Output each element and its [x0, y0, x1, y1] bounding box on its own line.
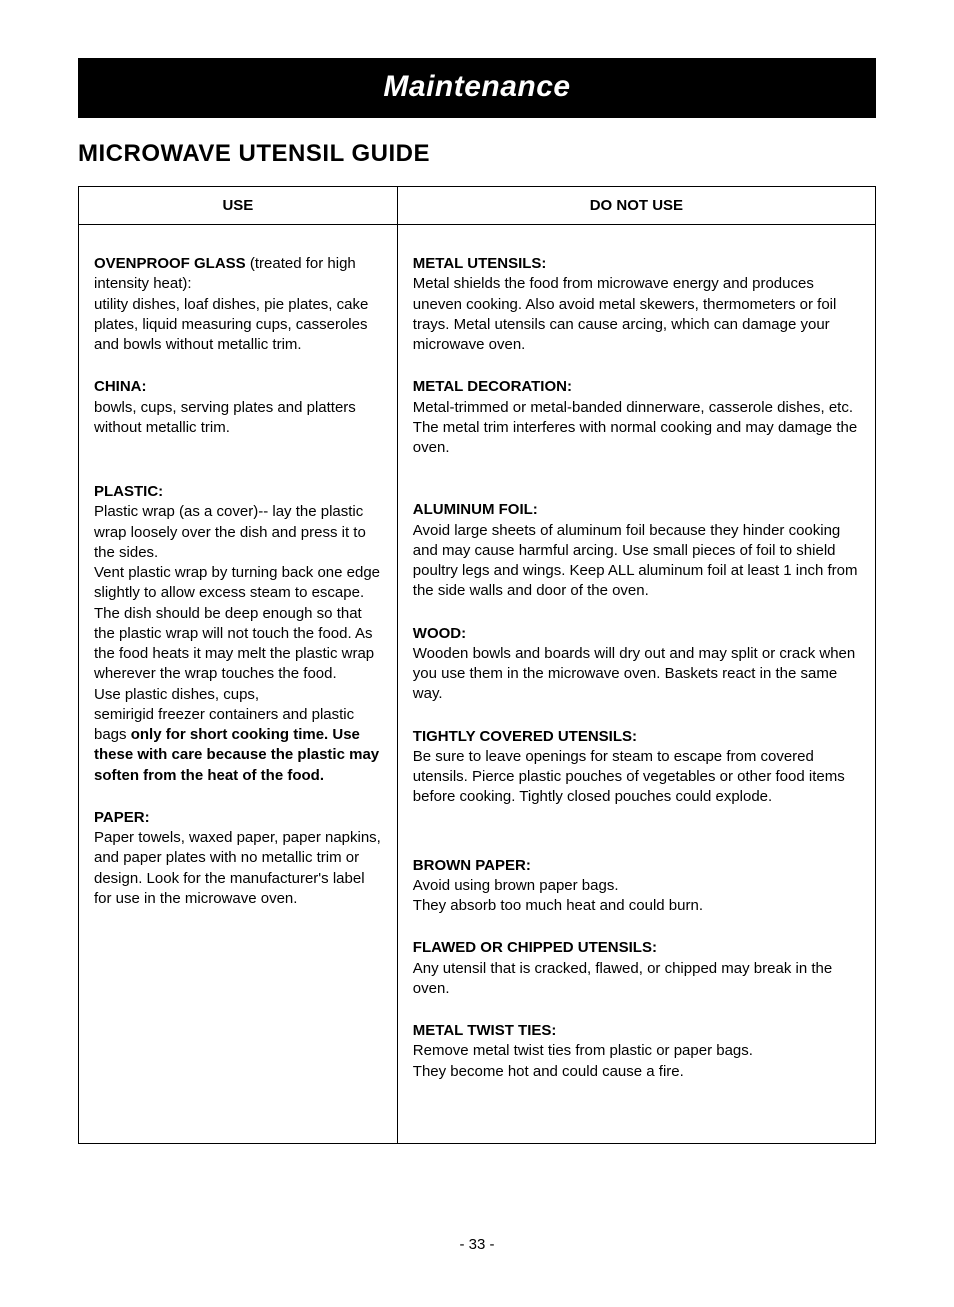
donot-metal-utensils-body: Metal shields the food from microwave en…	[413, 275, 837, 353]
donot-brown-paper: BROWN PAPER: Avoid using brown paper bag…	[413, 856, 860, 917]
banner-title: Maintenance	[78, 58, 876, 118]
donot-twist-ties-header: METAL TWIST TIES:	[413, 1022, 557, 1039]
column-header-use: USE	[79, 187, 398, 225]
use-ovenproof-glass-header: OVENPROOF GLASS	[94, 255, 246, 272]
donot-tightly-covered: TIGHTLY COVERED UTENSILS: Be sure to lea…	[413, 727, 860, 808]
donot-metal-decoration-body: Metal-trimmed or metal-banded dinnerware…	[413, 399, 857, 457]
donot-flawed: FLAWED OR CHIPPED UTENSILS: Any utensil …	[413, 938, 860, 999]
page-number: - 33 -	[0, 1236, 954, 1253]
use-plastic-header: PLASTIC:	[94, 483, 163, 500]
section-title: MICROWAVE UTENSIL GUIDE	[78, 140, 876, 168]
use-plastic: PLASTIC: Plastic wrap (as a cover)-- lay…	[94, 482, 382, 786]
donot-aluminum-foil-body: Avoid large sheets of aluminum foil beca…	[413, 522, 858, 600]
utensil-guide-table: USE DO NOT USE OVENPROOF GLASS (treated …	[78, 186, 876, 1144]
use-paper-body: Paper towels, waxed paper, paper napkins…	[94, 829, 381, 907]
donot-wood-body: Wooden bowls and boards will dry out and…	[413, 645, 855, 703]
page: Maintenance MICROWAVE UTENSIL GUIDE USE …	[0, 0, 954, 1307]
column-header-donot: DO NOT USE	[397, 187, 875, 225]
use-plastic-line2: Vent plastic wrap by turning back one ed…	[94, 564, 380, 682]
donot-brown-paper-line2: They absorb too much heat and could burn…	[413, 897, 703, 914]
donot-brown-paper-line1: Avoid using brown paper bags.	[413, 877, 619, 894]
donot-metal-utensils: METAL UTENSILS: Metal shields the food f…	[413, 254, 860, 355]
use-china: CHINA: bowls, cups, serving plates and p…	[94, 377, 382, 438]
donot-metal-decoration: METAL DECORATION: Metal-trimmed or metal…	[413, 377, 860, 458]
donot-twist-ties-line1: Remove metal twist ties from plastic or …	[413, 1042, 753, 1059]
donot-metal-decoration-header: METAL DECORATION:	[413, 378, 572, 395]
use-plastic-line1: Plastic wrap (as a cover)-- lay the plas…	[94, 503, 366, 561]
use-ovenproof-glass: OVENPROOF GLASS (treated for high intens…	[94, 254, 382, 355]
donot-metal-utensils-header: METAL UTENSILS:	[413, 255, 547, 272]
donot-twist-ties-line2: They become hot and could cause a fire.	[413, 1063, 684, 1080]
donot-wood: WOOD: Wooden bowls and boards will dry o…	[413, 624, 860, 705]
donot-flawed-header: FLAWED OR CHIPPED UTENSILS:	[413, 939, 657, 956]
use-china-body: bowls, cups, serving plates and platters…	[94, 399, 356, 436]
donot-flawed-body: Any utensil that is cracked, flawed, or …	[413, 960, 832, 997]
donot-twist-ties: METAL TWIST TIES: Remove metal twist tie…	[413, 1021, 860, 1082]
donot-aluminum-foil: ALUMINUM FOIL: Avoid large sheets of alu…	[413, 500, 860, 601]
use-ovenproof-glass-body: utility dishes, loaf dishes, pie plates,…	[94, 296, 368, 354]
donot-tightly-covered-body: Be sure to leave openings for steam to e…	[413, 748, 845, 806]
use-paper: PAPER: Paper towels, waxed paper, paper …	[94, 808, 382, 909]
donot-brown-paper-header: BROWN PAPER:	[413, 857, 531, 874]
donot-tightly-covered-header: TIGHTLY COVERED UTENSILS:	[413, 728, 637, 745]
use-plastic-line3c: only for short cooking time. Use these w…	[94, 726, 379, 784]
use-paper-header: PAPER:	[94, 809, 150, 826]
donot-aluminum-foil-header: ALUMINUM FOIL:	[413, 501, 538, 518]
use-cell: OVENPROOF GLASS (treated for high intens…	[79, 225, 398, 1144]
donot-wood-header: WOOD:	[413, 625, 466, 642]
use-plastic-line3a: Use plastic dishes, cups,	[94, 686, 259, 703]
use-china-header: CHINA:	[94, 378, 147, 395]
donot-cell: METAL UTENSILS: Metal shields the food f…	[397, 225, 875, 1144]
